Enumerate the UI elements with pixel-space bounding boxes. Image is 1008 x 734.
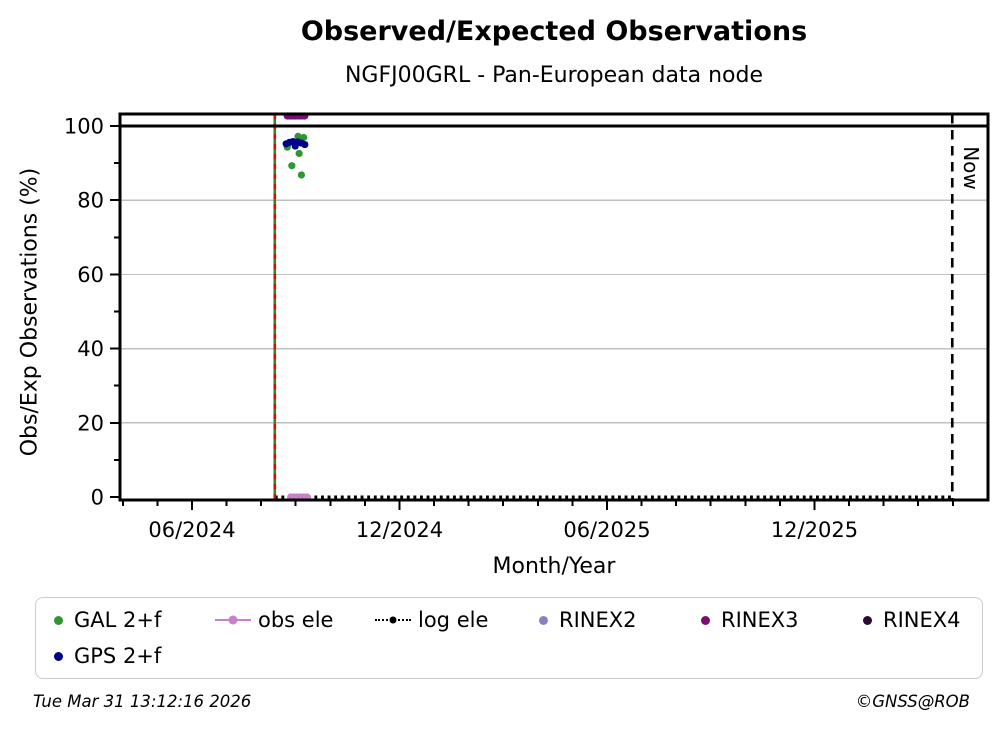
chart-subtitle: NGFJ00GRL - Pan-European data node [344,63,764,88]
legend-marker-gal-2-f-icon [54,615,63,625]
legend-label: obs ele [258,608,334,632]
legend-label: RINEX4 [883,608,961,632]
y-tick-label: 100 [64,115,104,139]
plot-timestamp: Tue Mar 31 13:12:16 2026 [33,692,252,711]
legend-item-gps-2-f: GPS 2+f [54,644,161,668]
y-tick-label: 40 [77,337,104,361]
now-line-label: Now [959,146,983,190]
legend-item-obs-ele: obs ele [215,608,333,632]
credit: ©GNSS@ROB [855,692,970,711]
legend-label: GPS 2+f [74,644,162,668]
data-point-gal-2-f [288,162,296,170]
chart-legend: GAL 2+f obs ele log ele RINEX2 RINEX3 RINEX4 G… [35,597,983,679]
plot-border [118,112,990,502]
chart-title: Observed/Expected Observations [300,16,808,47]
legend-label: GAL 2+f [74,608,162,632]
legend-marker-rinex4-icon [863,615,872,625]
legend-item-rinex4: RINEX4 [863,608,961,632]
legend-label: RINEX2 [559,608,637,632]
legend-marker-obs-ele-icon [215,613,251,627]
y-tick-label: 80 [77,189,104,213]
legend-marker-log-ele-icon [375,613,411,627]
legend-marker-rinex2-icon [539,615,548,625]
legend-label: RINEX3 [721,608,799,632]
data-point-gal-2-f [297,171,306,179]
legend-label: log ele [418,608,489,632]
x-axis-label: Month/Year [492,554,616,579]
legend-item-log-ele: log ele [375,608,488,632]
x-tick-label: 06/2024 [148,518,235,542]
data-point-gps-2-f [301,140,309,149]
data-point-gps-2-f [291,142,299,150]
legend-item-rinex3: RINEX3 [701,608,799,632]
legend-marker-gps-2-f-icon [54,651,63,661]
legend-item-gal-2-f: GAL 2+f [54,608,161,632]
y-tick-label: 0 [91,486,104,510]
y-tick-label: 20 [77,411,104,435]
legend-item-rinex2: RINEX2 [539,608,637,632]
x-tick-label: 06/2025 [563,518,650,542]
data-point-gal-2-f [300,133,308,142]
legend-marker-rinex3-icon [701,615,710,625]
data-point-gal-2-f [295,149,303,158]
x-tick-label: 12/2024 [356,518,443,542]
y-tick-label: 60 [77,263,104,287]
data-point-gal-2-f [294,132,302,140]
x-tick-label: 12/2025 [771,518,858,542]
